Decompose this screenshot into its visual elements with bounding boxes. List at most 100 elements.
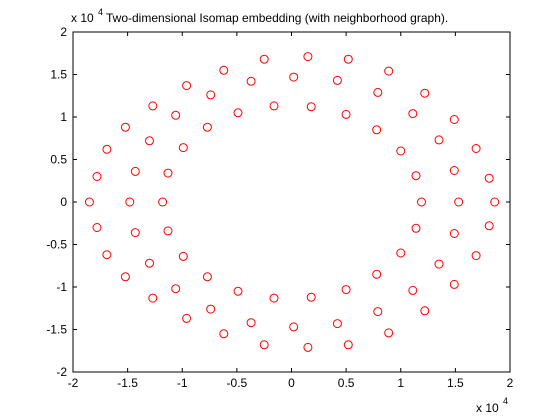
data-point xyxy=(145,136,154,146)
x-tick-label: -1.5 xyxy=(117,376,138,390)
data-point xyxy=(163,226,173,236)
data-point xyxy=(206,90,216,100)
data-point xyxy=(449,229,459,238)
data-point xyxy=(269,101,279,111)
data-point xyxy=(396,248,406,258)
data-point xyxy=(411,171,421,181)
data-point xyxy=(259,54,269,64)
y-exponent-power: 4 xyxy=(98,7,103,17)
plot-area xyxy=(72,31,511,373)
chart-title: Two-dimensional Isomap embedding (with n… xyxy=(106,11,448,25)
data-point xyxy=(148,101,158,111)
data-point xyxy=(408,285,418,295)
data-point xyxy=(219,65,229,75)
data-point xyxy=(182,313,192,323)
data-point xyxy=(182,81,192,91)
data-point xyxy=(259,340,269,350)
scatter-series xyxy=(84,52,500,352)
data-point xyxy=(454,197,464,207)
data-point xyxy=(84,197,94,207)
data-point xyxy=(148,293,158,303)
data-point xyxy=(125,197,135,207)
data-point xyxy=(420,306,430,316)
x-exponent-power: 4 xyxy=(503,396,508,406)
data-point xyxy=(202,122,212,132)
data-point xyxy=(434,259,444,269)
data-point xyxy=(303,342,313,352)
y-exponent-base: x 10 xyxy=(71,11,94,25)
data-point xyxy=(343,340,353,350)
data-point xyxy=(420,88,430,98)
data-point xyxy=(202,272,212,282)
data-point xyxy=(306,292,316,302)
x-tick-label: -0.5 xyxy=(227,376,248,390)
data-point xyxy=(372,125,382,135)
data-point xyxy=(171,284,181,294)
data-point xyxy=(246,76,256,86)
data-point xyxy=(178,143,188,153)
data-point xyxy=(145,258,154,268)
y-tick-label: 0.5 xyxy=(50,153,67,167)
y-tick-label: 2 xyxy=(60,25,67,39)
data-point xyxy=(341,285,351,295)
data-point xyxy=(332,319,342,329)
data-point xyxy=(449,166,459,175)
data-point xyxy=(332,75,342,85)
data-point xyxy=(411,223,421,233)
x-tick-label: -2 xyxy=(68,376,79,390)
y-tick-label: -0.5 xyxy=(46,238,67,252)
data-point xyxy=(158,197,168,207)
x-exponent-base: x 10 xyxy=(476,401,499,415)
data-point xyxy=(130,166,140,176)
x-axis-exponent: x 10 4 xyxy=(476,396,508,415)
data-point xyxy=(434,135,444,145)
data-point xyxy=(417,197,426,207)
data-point xyxy=(178,251,188,261)
data-point xyxy=(233,286,243,296)
data-point xyxy=(102,144,112,154)
data-point xyxy=(289,322,299,332)
x-tick-label: 1 xyxy=(397,376,404,390)
y-tick-label: -1 xyxy=(56,280,67,294)
data-point xyxy=(171,110,181,120)
data-point xyxy=(484,173,494,183)
data-point xyxy=(484,221,494,231)
y-tick-label: 0 xyxy=(60,195,67,209)
y-axis: -2 -1.5 -1 -0.5 0 0.5 1 1.5 2 xyxy=(46,25,510,379)
x-tick-label: 0 xyxy=(288,376,295,390)
y-axis-exponent: x 10 4 xyxy=(71,7,103,25)
data-point xyxy=(373,87,383,97)
data-point xyxy=(289,72,299,82)
data-point xyxy=(396,146,406,156)
data-point xyxy=(384,328,394,338)
data-point xyxy=(102,250,112,260)
x-tick-label: 0.5 xyxy=(338,376,355,390)
y-tick-label: -1.5 xyxy=(46,323,67,337)
data-point xyxy=(373,307,383,317)
data-point xyxy=(384,66,394,76)
data-point xyxy=(306,102,316,112)
x-tick-label: 1.5 xyxy=(447,376,464,390)
data-point xyxy=(120,272,130,282)
data-point xyxy=(471,251,481,261)
data-point xyxy=(206,304,216,314)
data-point xyxy=(246,318,256,328)
data-point xyxy=(449,279,459,289)
data-point xyxy=(120,122,130,132)
y-tick-label: -2 xyxy=(56,365,67,379)
data-point xyxy=(490,197,500,207)
data-point xyxy=(92,223,102,232)
data-point xyxy=(408,109,418,119)
data-point xyxy=(343,54,353,64)
data-point xyxy=(130,228,140,238)
data-point xyxy=(449,115,459,124)
data-point xyxy=(219,329,229,339)
x-tick-label: -1 xyxy=(177,376,188,390)
data-point xyxy=(163,168,173,178)
data-point xyxy=(341,109,351,119)
data-point xyxy=(372,269,382,279)
y-tick-label: 1.5 xyxy=(50,68,67,82)
data-point xyxy=(471,144,481,153)
x-axis: -2 -1.5 -1 -0.5 0 0.5 1 1.5 2 xyxy=(68,32,514,390)
